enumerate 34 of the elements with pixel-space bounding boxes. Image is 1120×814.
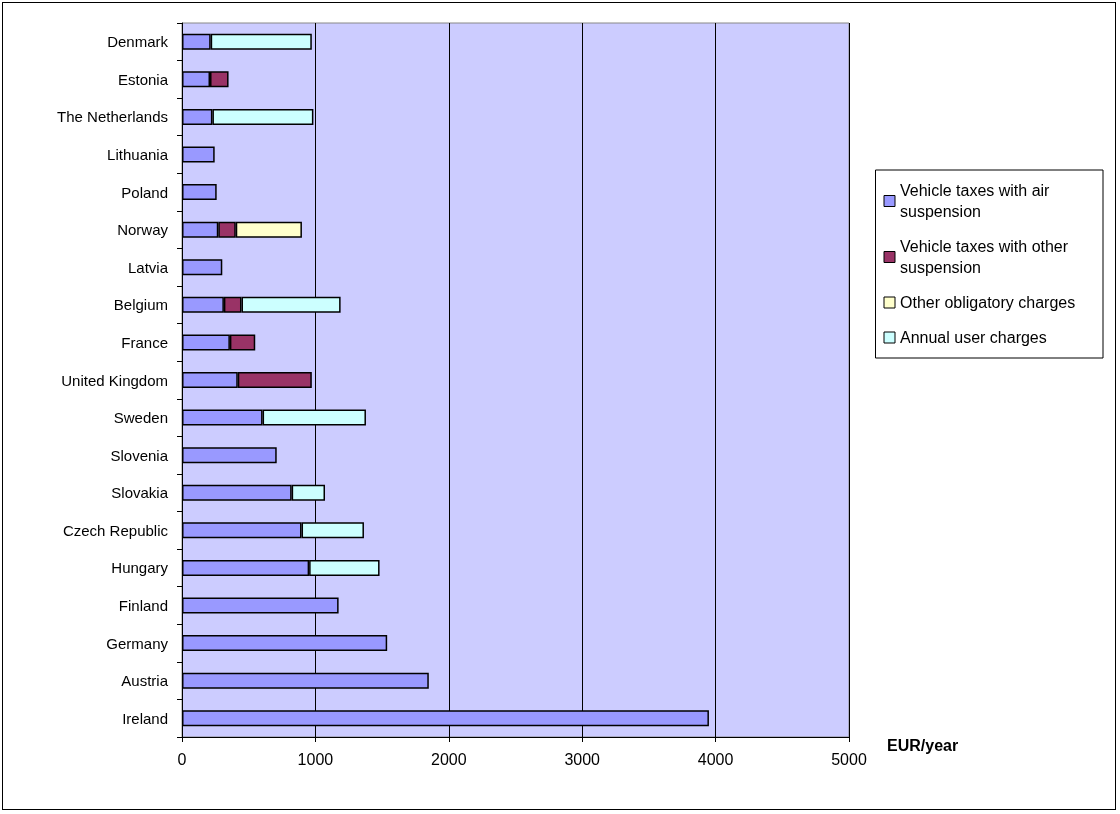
y-tick-label: Slovakia (111, 484, 169, 502)
y-tick-label: The Netherlands (57, 108, 168, 126)
legend-label: Vehicle taxes with other suspension (900, 238, 1073, 276)
y-tick-label: Finland (118, 596, 168, 614)
x-tick-label: 5000 (831, 750, 867, 768)
y-tick-label: Sweden (113, 409, 168, 427)
bar (182, 146, 215, 163)
y-tick-label: Lithuania (107, 146, 169, 164)
bar (182, 259, 223, 276)
bar (182, 447, 277, 464)
legend-label: Vehicle taxes with air suspension (900, 182, 1054, 220)
y-tick-label: France (121, 333, 168, 351)
y-tick-label: Ireland (122, 709, 168, 727)
legend-label: Other obligatory charges (900, 294, 1076, 311)
x-tick-label: 1000 (297, 750, 334, 768)
y-tick-label: Czech Republic (62, 521, 169, 539)
x-tick-label: 2000 (431, 750, 467, 768)
y-tick-label: Norway (117, 221, 169, 239)
x-tick-label: 0 (177, 750, 187, 768)
x-axis-title: EUR/year (887, 736, 959, 754)
y-tick-label: Poland (121, 183, 168, 201)
y-tick-label: Latvia (127, 258, 169, 276)
y-tick-label: Germany (106, 634, 169, 652)
y-tick-label: Belgium (113, 296, 168, 314)
y-tick-label: Hungary (111, 559, 169, 577)
y-tick-label: Austria (121, 672, 169, 690)
y-tick-label: Denmark (107, 33, 169, 51)
legend-label: Annual user charges (900, 329, 1047, 346)
bar (182, 184, 217, 201)
y-tick-label: Estonia (117, 70, 169, 88)
x-tick-label: 3000 (564, 750, 601, 768)
x-tick-label: 4000 (697, 750, 734, 768)
y-tick-label: United Kingdom (61, 371, 168, 389)
y-tick-label: Slovenia (110, 446, 169, 464)
